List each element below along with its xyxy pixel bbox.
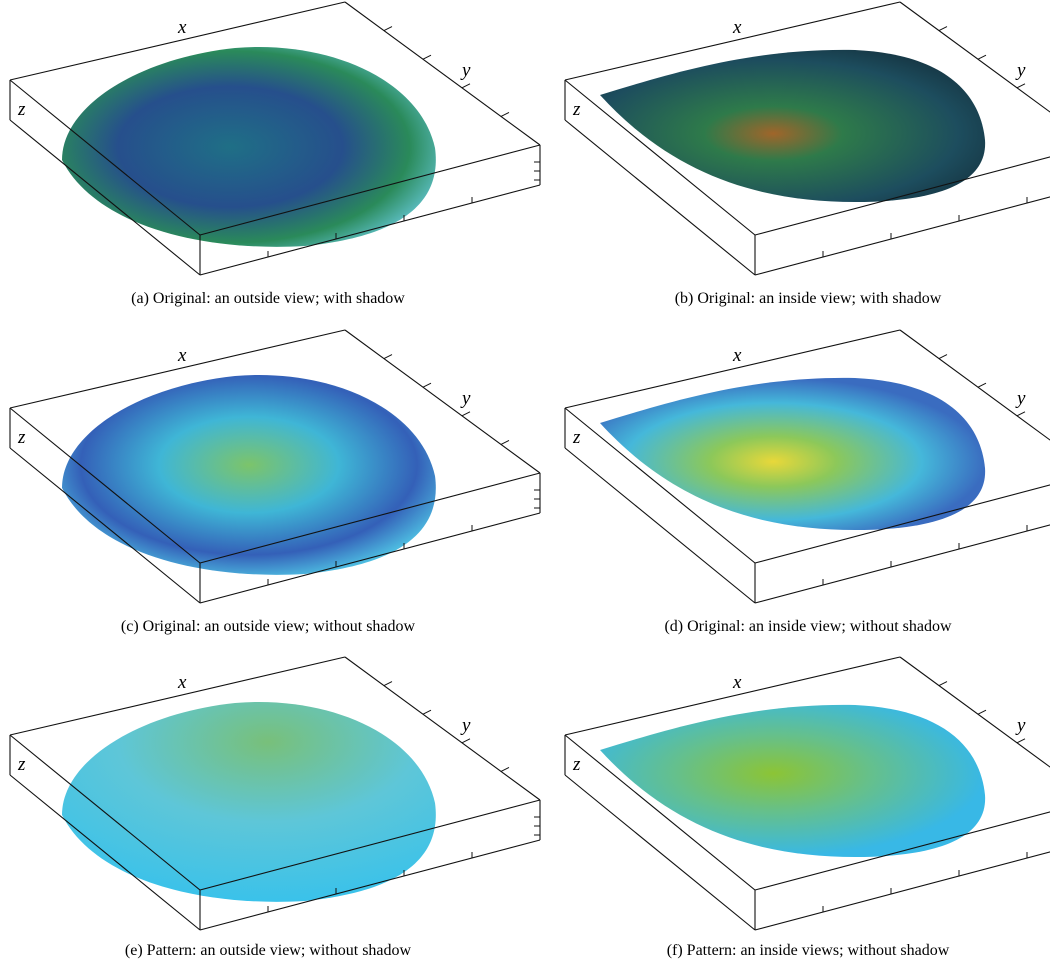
caption: (d) Original: an inside view; without sh… — [664, 618, 952, 635]
axis-label: x — [732, 345, 742, 366]
axis-tick — [423, 55, 431, 59]
axis-tick — [423, 710, 431, 714]
axis-label: y — [460, 60, 471, 81]
axis-label: y — [1015, 388, 1026, 409]
axis-label: z — [17, 754, 26, 775]
axis-tick — [978, 55, 986, 59]
axis-tick — [939, 355, 947, 359]
axis-label: x — [732, 672, 742, 693]
surface — [62, 375, 436, 575]
axis-tick — [501, 767, 509, 771]
caption: (b) Original: an inside view; with shado… — [675, 290, 942, 307]
axis-label: z — [572, 754, 581, 775]
axis-tick — [1017, 739, 1025, 743]
axis-label: z — [17, 99, 26, 120]
axis-tick — [384, 355, 392, 359]
panel: x y z (b) Original: an inside view; with sh… — [565, 2, 1050, 307]
axis-tick — [1017, 84, 1025, 88]
panel: x y z (a) Original: an outside view; with s… — [10, 2, 540, 307]
panel: x y z (e) Pattern: an outside view; without… — [10, 657, 540, 959]
axis-tick — [462, 739, 470, 743]
axis-label: y — [460, 388, 471, 409]
axis-label: x — [177, 17, 187, 38]
axis-tick — [501, 440, 509, 444]
axis-label: x — [732, 17, 742, 38]
axis-label: y — [460, 715, 471, 736]
surface — [62, 47, 436, 247]
surface — [62, 702, 436, 902]
surface — [600, 50, 985, 202]
axis-tick — [384, 682, 392, 686]
surface — [600, 705, 985, 857]
caption: (e) Pattern: an outside view; without sh… — [125, 942, 412, 959]
axis-label: z — [17, 427, 26, 448]
axis-tick — [939, 682, 947, 686]
caption: (f) Pattern: an inside views; without sh… — [667, 942, 950, 959]
axis-tick — [462, 412, 470, 416]
axis-tick — [939, 27, 947, 31]
axis-tick — [462, 84, 470, 88]
axis-label: x — [177, 345, 187, 366]
figure: x y z (a) Original: an outside view; with s… — [0, 0, 1050, 964]
axis-tick — [501, 112, 509, 116]
axis-label: y — [1015, 715, 1026, 736]
axis-label: z — [572, 427, 581, 448]
panel: x y z (c) Original: an outside view; withou… — [10, 330, 540, 635]
axis-tick — [384, 27, 392, 31]
axis-label: x — [177, 672, 187, 693]
axis-label: z — [572, 99, 581, 120]
axis-tick — [978, 383, 986, 387]
caption: (a) Original: an outside view; with shad… — [131, 290, 405, 307]
panel: x y z (f) Pattern: an inside views; without… — [565, 657, 1050, 959]
surface — [600, 378, 985, 530]
axis-label: y — [1015, 60, 1026, 81]
axis-tick — [978, 710, 986, 714]
caption: (c) Original: an outside view; without s… — [121, 618, 416, 635]
axis-tick — [423, 383, 431, 387]
panel: x y z (d) Original: an inside view; without… — [565, 330, 1050, 635]
axis-tick — [1017, 412, 1025, 416]
